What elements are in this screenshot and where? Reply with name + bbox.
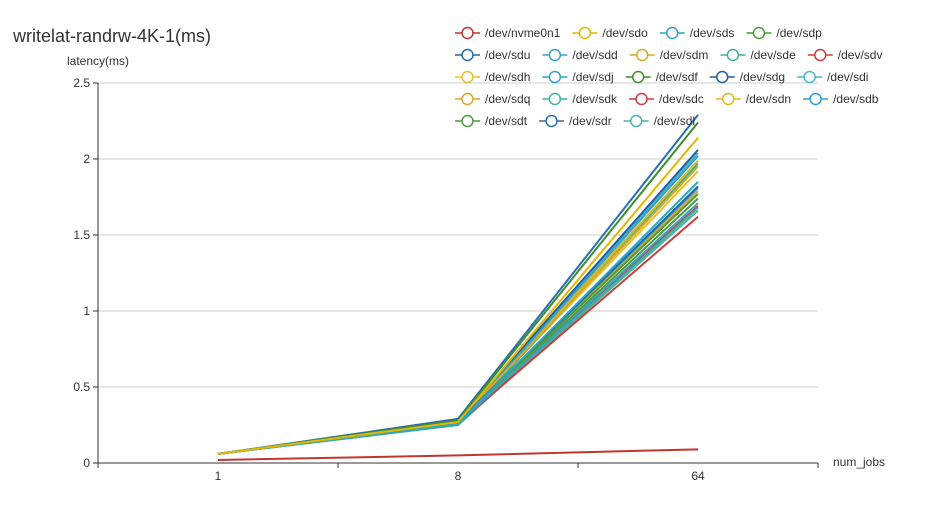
legend-item[interactable]: /dev/sdf bbox=[625, 70, 699, 84]
series-line[interactable] bbox=[217, 448, 699, 461]
legend-item[interactable]: /dev/sdk bbox=[542, 92, 618, 106]
legend-item[interactable]: /dev/sdv bbox=[807, 48, 883, 62]
legend-circle-icon bbox=[631, 70, 645, 84]
legend-circle-icon bbox=[635, 92, 648, 106]
legend-item[interactable]: /dev/sdd bbox=[542, 48, 618, 62]
legend-label: /dev/sdd bbox=[572, 48, 617, 62]
legend-label: /dev/sdh bbox=[485, 70, 530, 84]
legend-label: /dev/sdr bbox=[569, 114, 612, 128]
legend-circle-icon bbox=[803, 70, 816, 84]
legend-item[interactable]: /dev/sdn bbox=[715, 92, 791, 106]
legend-label: /dev/sde bbox=[750, 48, 796, 62]
legend-item[interactable]: /dev/sdh bbox=[455, 70, 530, 84]
chart-title: writelat-randrw-4K-1(ms) bbox=[12, 26, 211, 46]
y-tick-label: 0 bbox=[83, 456, 90, 470]
series-line[interactable] bbox=[217, 121, 699, 455]
legend-label: /dev/sdv bbox=[838, 48, 883, 62]
legend-circle-icon bbox=[809, 92, 822, 106]
legend-label: /dev/sdl bbox=[654, 114, 695, 128]
legend-label: /dev/sdm bbox=[660, 48, 709, 62]
series-line[interactable] bbox=[217, 170, 699, 455]
legend-circle-icon bbox=[715, 70, 729, 84]
legend-item[interactable]: /dev/sdl bbox=[623, 114, 695, 128]
legend-circle-icon bbox=[461, 114, 474, 128]
series-line[interactable] bbox=[217, 187, 699, 455]
legend-item[interactable]: /dev/sdr bbox=[539, 114, 612, 128]
legend-circle-icon bbox=[548, 48, 562, 62]
legend-circle-icon bbox=[461, 26, 474, 40]
legend-circle-icon bbox=[635, 48, 649, 62]
legend-item[interactable]: /dev/sdb bbox=[803, 92, 879, 106]
legend-item[interactable]: /dev/sdp bbox=[746, 26, 822, 40]
legend-circle-icon bbox=[548, 70, 562, 84]
axes: 0 0.5 1 1.5 2 2.5 1 8 64 bbox=[73, 76, 819, 483]
legend-circle-icon bbox=[461, 92, 474, 106]
legend-label: /dev/sdf bbox=[656, 70, 699, 84]
legend-item[interactable]: /dev/sdt bbox=[455, 114, 528, 128]
y-axis-label: latency(ms) bbox=[67, 54, 129, 68]
x-tick-label: 64 bbox=[691, 469, 705, 483]
series-line[interactable] bbox=[217, 114, 699, 455]
legend-label: /dev/sdc bbox=[659, 92, 704, 106]
legend-circle-icon bbox=[578, 26, 592, 40]
legend-item[interactable]: /dev/sdu bbox=[455, 48, 530, 62]
legend-circle-icon bbox=[461, 70, 474, 84]
legend-item[interactable]: /dev/sds bbox=[659, 26, 735, 40]
y-tick-label: 0.5 bbox=[73, 380, 90, 394]
legend-label: /dev/sdq bbox=[485, 92, 530, 106]
legend-circle-icon bbox=[545, 114, 558, 128]
legend-label: /dev/sds bbox=[690, 26, 735, 40]
legend-label: /dev/sdu bbox=[485, 48, 530, 62]
y-tick-label: 1 bbox=[83, 304, 90, 318]
legend-circle-icon bbox=[726, 48, 740, 62]
series-line[interactable] bbox=[217, 155, 699, 455]
legend-item[interactable]: /dev/sdo bbox=[572, 26, 648, 40]
series-lines bbox=[217, 114, 699, 461]
legend-circle-icon bbox=[752, 26, 766, 40]
legend-item[interactable]: /dev/sdm bbox=[629, 48, 709, 62]
series-line[interactable] bbox=[217, 152, 699, 455]
x-axis-label: num_jobs bbox=[833, 455, 885, 469]
legend-label: /dev/sdi bbox=[827, 70, 868, 84]
y-tick-label: 1.5 bbox=[73, 228, 90, 242]
series-line[interactable] bbox=[217, 165, 699, 455]
legend-item[interactable]: /dev/sdi bbox=[797, 70, 868, 84]
legend-item[interactable]: /dev/sdq bbox=[455, 92, 530, 106]
legend-label: /dev/sdo bbox=[602, 26, 648, 40]
legend-circle-icon bbox=[721, 92, 735, 106]
legend-label: /dev/sdb bbox=[833, 92, 879, 106]
legend-item[interactable]: /dev/sdg bbox=[709, 70, 785, 84]
legend-label: /dev/sdt bbox=[485, 114, 528, 128]
legend-circle-icon bbox=[629, 114, 643, 128]
legend-label: /dev/sdj bbox=[572, 70, 613, 84]
series-line[interactable] bbox=[217, 185, 699, 455]
y-tick-label: 2 bbox=[83, 152, 90, 166]
legend-item[interactable]: /dev/sde bbox=[720, 48, 796, 62]
series-line[interactable] bbox=[217, 137, 699, 455]
legend-label: /dev/sdk bbox=[572, 92, 618, 106]
legend-circle-icon bbox=[814, 48, 827, 62]
x-tick-label: 8 bbox=[455, 469, 462, 483]
legend-circle-icon bbox=[548, 92, 562, 106]
legend-label: /dev/sdp bbox=[776, 26, 822, 40]
legend-label: /dev/sdn bbox=[746, 92, 791, 106]
legend-item[interactable]: /dev/nvme0n1 bbox=[455, 26, 561, 40]
y-tick-label: 2.5 bbox=[73, 76, 90, 90]
legend-label: /dev/nvme0n1 bbox=[485, 26, 561, 40]
legend-circle-icon bbox=[461, 48, 474, 62]
legend: /dev/nvme0n1/dev/sdo/dev/sds/dev/sdp/dev… bbox=[455, 26, 882, 128]
series-line[interactable] bbox=[217, 149, 699, 455]
legend-circle-icon bbox=[665, 26, 679, 40]
legend-label: /dev/sdg bbox=[740, 70, 785, 84]
x-tick-label: 1 bbox=[215, 469, 222, 483]
legend-item[interactable]: /dev/sdc bbox=[629, 92, 704, 106]
grid-lines bbox=[98, 82, 818, 388]
legend-item[interactable]: /dev/sdj bbox=[542, 70, 614, 84]
